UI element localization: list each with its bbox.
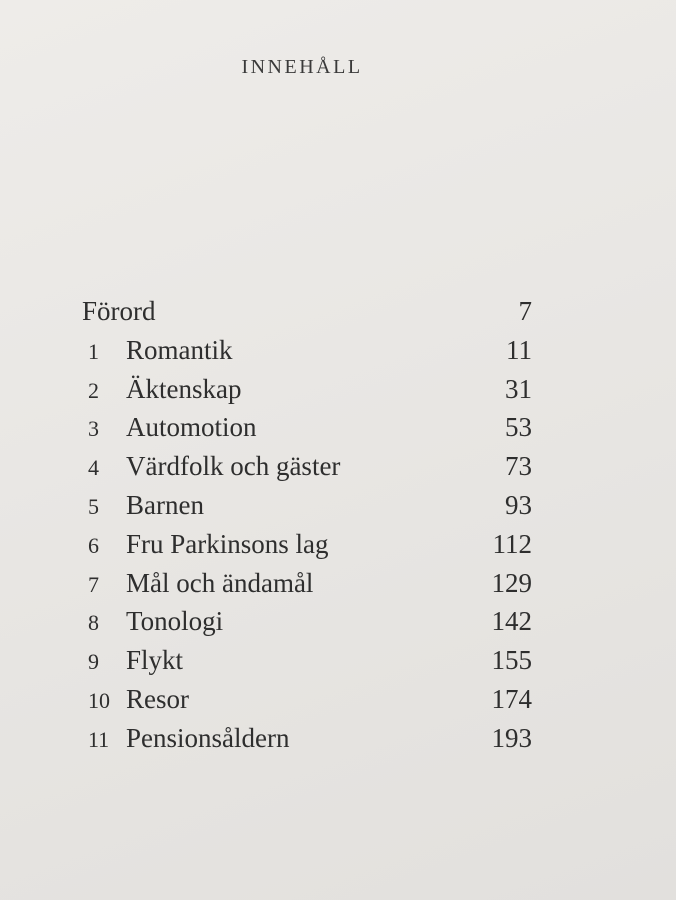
- entry-title: Värdfolk och gäster: [126, 451, 341, 482]
- entry-title: Pensionsåldern: [126, 722, 290, 753]
- entry-page: 53: [505, 412, 532, 443]
- entry-page: 93: [505, 489, 532, 520]
- entry-title: Förord: [82, 296, 156, 326]
- entry-number: 5: [88, 493, 99, 519]
- entry-number: 2: [88, 377, 99, 403]
- entry-page: 142: [491, 606, 533, 637]
- entry-number: 9: [88, 649, 99, 675]
- toc-entry: 9 Flykt 155: [82, 645, 532, 684]
- toc-entry: 4 Värdfolk och gäster 73: [82, 451, 532, 490]
- entry-number: 7: [88, 571, 99, 597]
- toc-entry: 6 Fru Parkinsons lag 112: [82, 529, 532, 568]
- entry-number: 6: [88, 532, 99, 558]
- entry-title: Äktenskap: [126, 373, 242, 404]
- entry-page: 174: [491, 683, 533, 714]
- entry-page: 7: [518, 296, 533, 326]
- toc-entry: 5 Barnen 93: [82, 490, 532, 529]
- entry-page: 31: [505, 373, 532, 404]
- entry-page: 155: [491, 645, 533, 676]
- toc-entry: 7 Mål och ändamål 129: [82, 568, 532, 607]
- entry-number: 3: [88, 416, 99, 442]
- toc-entry: 10 Resor 174: [82, 684, 532, 723]
- toc-entry: 3 Automotion 53: [82, 412, 532, 451]
- entry-title: Romantik: [126, 334, 233, 365]
- entry-number: 1: [88, 338, 99, 364]
- entry-page: 129: [491, 567, 533, 598]
- table-of-contents: Förord 7 1 Romantik 11 2 Äktenskap 31 3 Automot…: [82, 296, 532, 762]
- entry-title: Resor: [126, 683, 189, 714]
- entry-page: 11: [506, 334, 532, 365]
- entry-page: 73: [505, 451, 532, 482]
- entry-number: 11: [88, 726, 110, 752]
- entry-title: Tonologi: [126, 606, 224, 637]
- toc-entry-preface: Förord 7: [82, 296, 532, 335]
- entry-title: Automotion: [126, 412, 257, 443]
- entry-title: Barnen: [126, 489, 204, 520]
- entry-page: 193: [491, 722, 533, 753]
- entry-title: Flykt: [126, 645, 184, 676]
- entry-number: 4: [88, 455, 99, 481]
- toc-entry: 8 Tonologi 142: [82, 606, 532, 645]
- entry-number: 10: [88, 687, 110, 713]
- entry-page: 112: [492, 528, 533, 559]
- toc-entry: 11 Pensionsåldern 193: [82, 723, 532, 762]
- entry-title: Fru Parkinsons lag: [126, 528, 329, 559]
- page-heading: INNEHÅLL: [241, 56, 363, 78]
- toc-entry: 1 Romantik 11: [82, 335, 532, 374]
- entry-title: Mål och ändamål: [126, 567, 314, 598]
- entry-number: 8: [88, 610, 99, 636]
- toc-entry: 2 Äktenskap 31: [82, 374, 532, 413]
